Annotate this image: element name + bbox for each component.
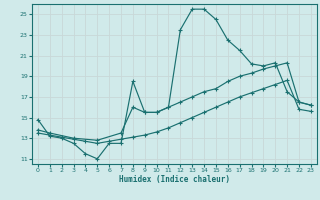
X-axis label: Humidex (Indice chaleur): Humidex (Indice chaleur): [119, 175, 230, 184]
